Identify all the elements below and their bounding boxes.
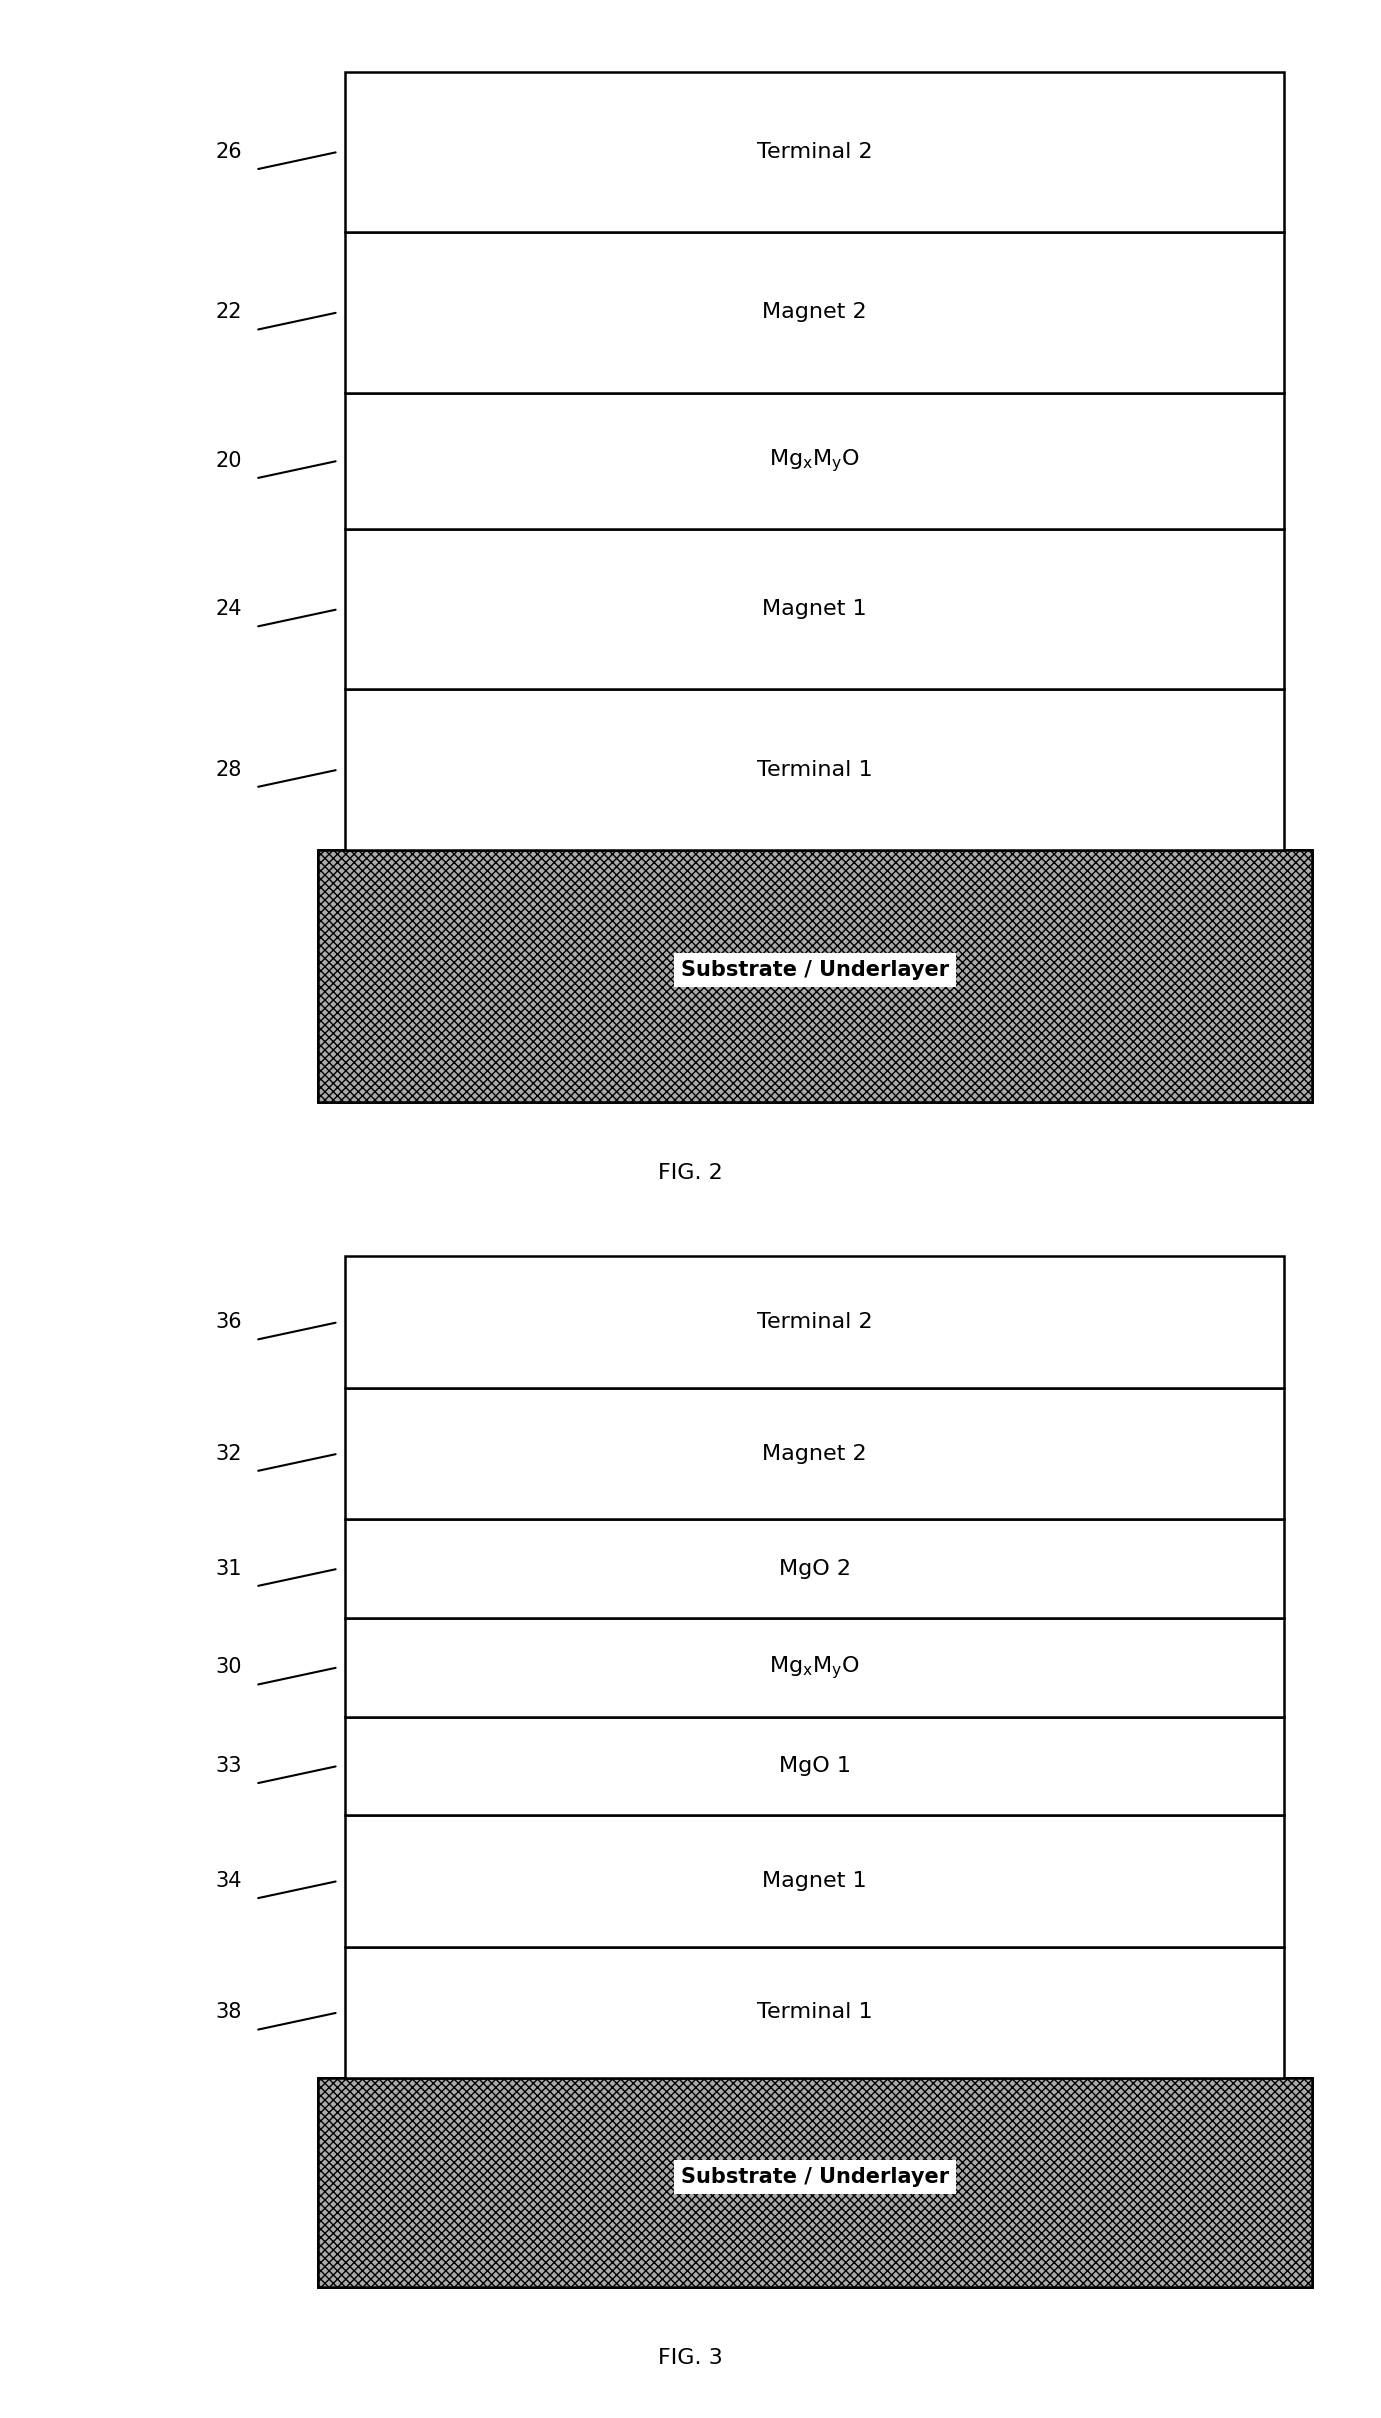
Bar (345, 1257, 1284, 1388)
Text: Magnet 1: Magnet 1 (762, 600, 867, 619)
Text: Terminal 1: Terminal 1 (757, 759, 873, 779)
Bar (318, 849, 1312, 1103)
Bar (345, 1388, 1284, 1519)
Text: 32: 32 (215, 1444, 242, 1463)
Bar (345, 232, 1284, 392)
Text: 36: 36 (215, 1313, 242, 1332)
Bar (318, 2077, 1312, 2287)
Text: Terminal 2: Terminal 2 (757, 143, 873, 162)
Text: Substrate / Underlayer: Substrate / Underlayer (681, 2167, 949, 2186)
Text: FIG. 3: FIG. 3 (659, 2348, 722, 2367)
Bar (318, 2077, 1312, 2287)
Text: Terminal 2: Terminal 2 (757, 1313, 873, 1332)
Bar (345, 1717, 1284, 1816)
Text: 24: 24 (215, 600, 242, 619)
Text: 22: 22 (215, 302, 242, 322)
Text: 26: 26 (215, 143, 242, 162)
Text: $\mathregular{Mg_xM_yO}$: $\mathregular{Mg_xM_yO}$ (769, 447, 860, 474)
Text: MgO 2: MgO 2 (779, 1560, 851, 1579)
Text: FIG. 2: FIG. 2 (659, 1163, 722, 1182)
Bar (345, 1816, 1284, 1946)
Bar (318, 849, 1312, 1103)
Text: Terminal 1: Terminal 1 (757, 2002, 873, 2021)
Text: $\mathregular{Mg_xM_yO}$: $\mathregular{Mg_xM_yO}$ (769, 1654, 860, 1681)
Text: 20: 20 (215, 450, 242, 472)
Text: Magnet 1: Magnet 1 (762, 1872, 867, 1891)
Text: Magnet 2: Magnet 2 (762, 302, 867, 322)
Bar (345, 1618, 1284, 1717)
Text: Magnet 2: Magnet 2 (762, 1444, 867, 1463)
Bar (345, 1946, 1284, 2077)
Text: 30: 30 (215, 1656, 242, 1678)
Text: 33: 33 (215, 1755, 242, 1775)
Text: 31: 31 (215, 1560, 242, 1579)
Bar (345, 73, 1284, 232)
Text: MgO 1: MgO 1 (779, 1755, 851, 1775)
Bar (318, 2077, 1312, 2287)
Bar (345, 530, 1284, 689)
Text: Substrate / Underlayer: Substrate / Underlayer (681, 960, 949, 979)
Bar (345, 1519, 1284, 1618)
Bar (345, 392, 1284, 530)
Bar (345, 689, 1284, 849)
Text: 28: 28 (215, 759, 242, 779)
Text: 34: 34 (215, 1872, 242, 1891)
Text: 38: 38 (215, 2002, 242, 2021)
Bar (318, 849, 1312, 1103)
